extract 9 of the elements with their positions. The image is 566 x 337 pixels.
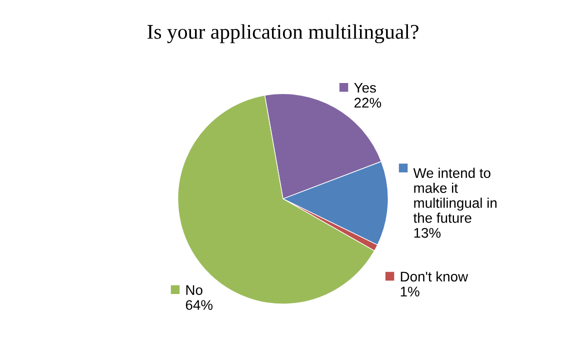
legend-label: Yes: [354, 82, 376, 93]
legend-label: Don't know: [400, 271, 468, 282]
data-label: 22%: [354, 98, 382, 108]
legend-label: No: [186, 285, 202, 295]
chart-title: Is your application multilingual?: [147, 24, 418, 44]
legend-label: We intend to make it multilingual in the future: [413, 168, 497, 223]
data-label: 1%: [400, 286, 420, 296]
data-label: 64%: [186, 300, 213, 310]
data-label: 13%: [414, 228, 441, 238]
